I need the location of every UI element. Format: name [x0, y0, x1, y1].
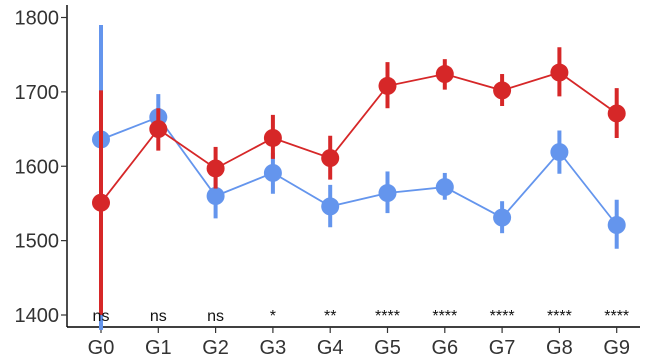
data-point — [607, 216, 626, 235]
data-point — [206, 159, 225, 178]
significance-label: ns — [150, 308, 167, 325]
data-point — [550, 63, 569, 82]
x-tick-label: G1 — [145, 337, 172, 359]
significance-label: **** — [375, 308, 400, 325]
significance-label: ** — [324, 308, 336, 325]
significance-label: ns — [93, 308, 110, 325]
data-point — [607, 104, 626, 123]
x-tick-label: G6 — [431, 337, 458, 359]
data-point — [321, 149, 340, 168]
y-tick-label: 1600 — [15, 156, 60, 178]
data-point — [493, 81, 512, 100]
data-point — [149, 120, 168, 139]
series-layer — [92, 24, 626, 330]
x-tick-label: G9 — [603, 337, 630, 359]
series-line — [100, 116, 618, 226]
y-tick-label: 1800 — [15, 8, 60, 30]
data-point — [206, 187, 225, 205]
y-tick-label: 1700 — [15, 82, 60, 104]
x-tick-label: G8 — [546, 337, 573, 359]
data-point — [493, 208, 512, 227]
significance-label: **** — [490, 308, 515, 325]
x-tick-label: G2 — [202, 337, 229, 359]
y-tick-label: 1400 — [15, 305, 60, 327]
series-1 — [92, 47, 626, 315]
data-point — [550, 143, 569, 162]
data-point — [92, 193, 110, 212]
data-point — [378, 184, 397, 203]
x-tick-label: G0 — [88, 337, 115, 359]
data-point — [378, 76, 397, 95]
data-point — [263, 163, 282, 182]
series-0 — [92, 24, 626, 330]
data-point — [435, 65, 454, 84]
data-point — [263, 128, 282, 147]
x-tick-label: G7 — [489, 337, 516, 359]
x-tick-label: G3 — [260, 337, 287, 359]
axes: 1400 1500 1600 1700 1800 G0 G1 G2 G3 G4 G5 G6 G7 G8 G9 — [15, 5, 640, 359]
significance-label: **** — [604, 308, 629, 325]
y-tick-label: 1500 — [15, 231, 60, 253]
series-line — [100, 71, 618, 204]
significance-layer: ns ns ns * ** **** **** **** **** **** — [93, 308, 630, 325]
data-point — [435, 178, 454, 197]
significance-label: **** — [432, 308, 457, 325]
x-tick-label: G5 — [374, 337, 401, 359]
significance-label: ns — [207, 308, 224, 325]
significance-label: **** — [547, 308, 572, 325]
data-point — [321, 197, 340, 216]
x-tick-label: G4 — [317, 337, 344, 359]
significance-label: * — [270, 308, 276, 325]
